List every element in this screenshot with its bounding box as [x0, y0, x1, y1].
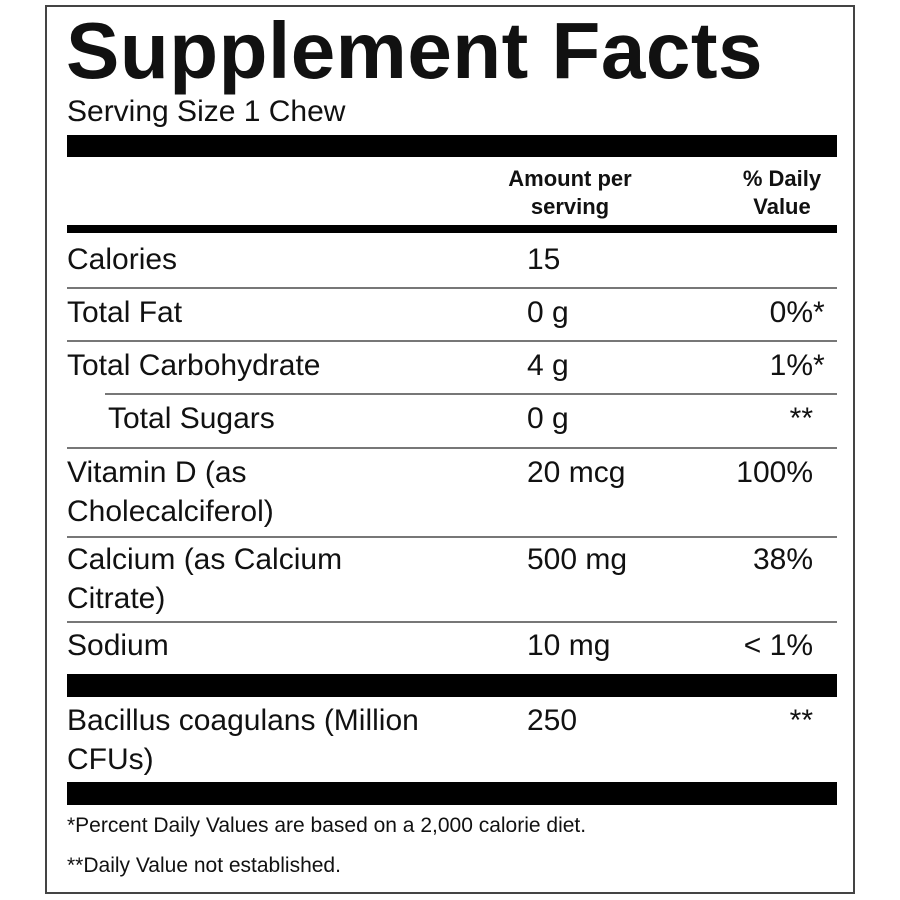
dv-value: 1% — [769, 349, 813, 382]
row-amount: 10 mg — [527, 629, 611, 662]
row-name-line2: Cholecalciferol) — [67, 495, 274, 528]
row-name: Vitamin D (as Cholecalciferol) — [67, 453, 274, 531]
row-daily-value: ** — [789, 402, 813, 435]
row-name-line1: Vitamin D (as — [67, 456, 247, 489]
row-name: Calories — [67, 243, 178, 276]
dv-footnote-mark: * — [813, 296, 825, 329]
row-divider — [67, 340, 837, 342]
row-daily-value: 100% — [736, 456, 813, 489]
footnote-dv-not-established: **Daily Value not established. — [67, 854, 341, 877]
row-name: Sodium — [67, 629, 169, 662]
thick-divider — [67, 782, 837, 805]
row-divider — [67, 287, 837, 289]
thick-divider — [67, 674, 837, 697]
header-amount-line1: Amount per — [508, 166, 632, 191]
row-divider — [67, 447, 837, 449]
row-daily-value: 0% * — [769, 293, 825, 332]
row-name-line1: Bacillus coagulans (Million — [67, 704, 419, 737]
row-name: Bacillus coagulans (Million CFUs) — [67, 701, 419, 779]
dv-value: 0% — [769, 296, 813, 329]
medium-divider — [67, 225, 837, 233]
serving-size: Serving Size 1 Chew — [67, 95, 346, 128]
row-amount: 0 g — [527, 296, 569, 329]
row-daily-value: 38% — [752, 543, 813, 576]
row-name: Total Sugars — [108, 402, 275, 435]
row-daily-value: 1% * — [769, 346, 825, 385]
row-name-line2: CFUs) — [67, 743, 154, 776]
row-name: Total Fat — [67, 296, 183, 329]
header-amount-line2: serving — [530, 194, 610, 219]
row-divider — [105, 393, 837, 395]
header-dv-line2: Value — [753, 194, 811, 219]
row-amount: 250 — [527, 704, 578, 737]
row-name: Total Carbohydrate — [67, 349, 321, 382]
row-name-line1: Calcium (as Calcium — [67, 543, 343, 576]
row-amount: 0 g — [527, 402, 569, 435]
dv-footnote-mark: * — [813, 349, 825, 382]
row-daily-value: ** — [789, 704, 813, 737]
row-divider — [67, 536, 837, 538]
row-daily-value: < 1% — [743, 629, 813, 662]
row-amount: 500 mg — [527, 543, 628, 576]
row-amount: 15 — [527, 243, 561, 276]
header-amount: Amount per serving — [470, 165, 670, 221]
label-title: Supplement Facts — [66, 6, 764, 95]
row-amount: 20 mcg — [527, 456, 626, 489]
row-name-line2: Citrate) — [67, 582, 166, 615]
row-divider — [67, 621, 837, 623]
row-amount: 4 g — [527, 349, 569, 382]
label-border — [45, 5, 855, 894]
header-daily-value: % Daily Value — [722, 165, 842, 221]
footnote-percent-dv: *Percent Daily Values are based on a 2,0… — [67, 814, 587, 837]
header-dv-line1: % Daily — [742, 166, 822, 191]
row-name: Calcium (as Calcium Citrate) — [67, 540, 342, 618]
thick-divider — [67, 135, 837, 157]
